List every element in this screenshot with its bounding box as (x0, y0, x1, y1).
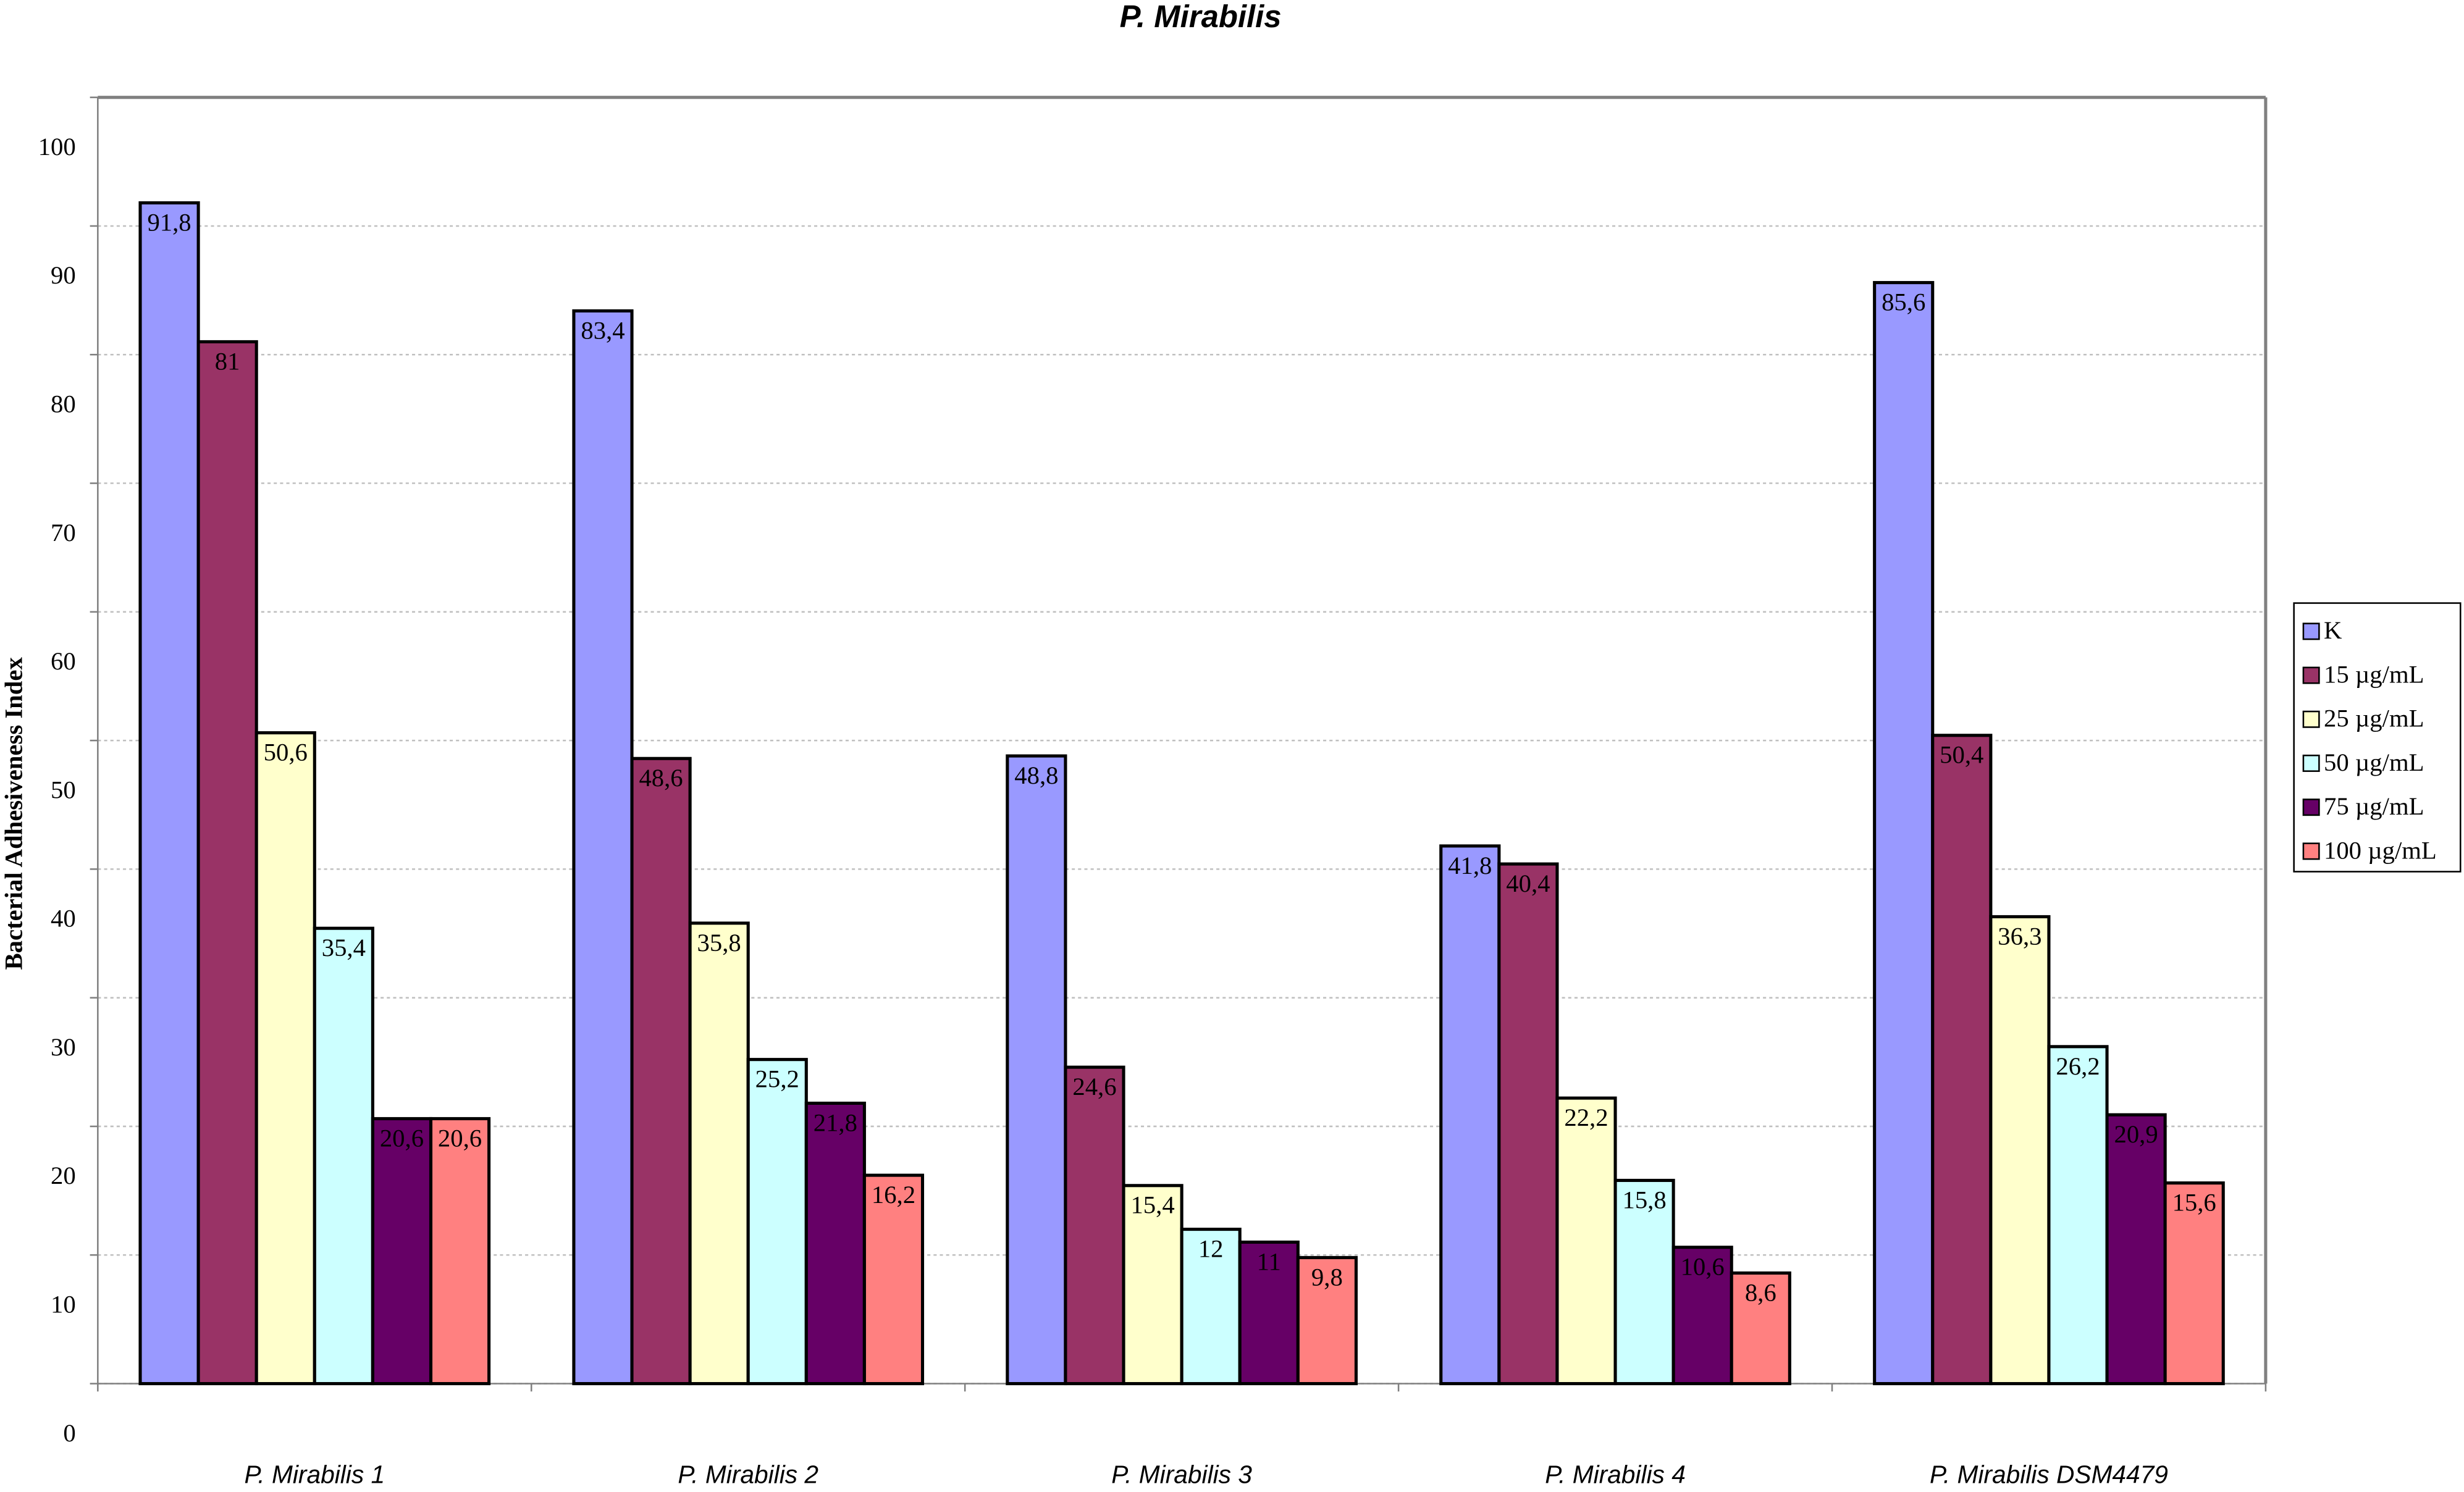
legend-swatch (2302, 754, 2320, 772)
bar (1296, 1255, 1358, 1386)
legend-box (2293, 602, 2462, 873)
bar (746, 1058, 808, 1386)
y-tick-label: 100 (38, 133, 76, 161)
bar (1989, 915, 2051, 1386)
bar (1238, 1240, 1300, 1386)
legend-label: 75 µg/mL (2324, 792, 2424, 820)
value-label: 8,6 (1745, 1278, 1777, 1306)
y-tick-label: 50 (51, 776, 76, 803)
bar (1873, 281, 1935, 1386)
legend-label: 15 µg/mL (2324, 660, 2424, 688)
value-label: 91,8 (147, 208, 191, 236)
legend-swatch (2302, 666, 2320, 684)
bar (1439, 844, 1501, 1386)
legend-swatch (2302, 622, 2320, 640)
value-label: 15,4 (1130, 1191, 1174, 1219)
value-label: 20,9 (2114, 1120, 2158, 1148)
value-label: 16,2 (872, 1181, 915, 1209)
y-tick-label: 10 (51, 1291, 76, 1318)
bar (1064, 1065, 1125, 1386)
legend-label: 25 µg/mL (2324, 705, 2424, 732)
value-label: 35,8 (697, 929, 741, 957)
bar (2105, 1113, 2167, 1386)
value-label: 41,8 (1448, 852, 1492, 879)
value-label: 36,3 (1998, 922, 2041, 950)
y-tick-label: 60 (51, 647, 76, 675)
value-label: 81 (215, 347, 240, 375)
value-label: 20,6 (380, 1124, 424, 1152)
bar (313, 926, 374, 1386)
value-label: 50,4 (1940, 741, 1983, 769)
bar (572, 309, 634, 1386)
x-tick-label: P. Mirabilis 2 (678, 1460, 818, 1488)
bar (254, 731, 316, 1386)
bar (1931, 734, 1993, 1386)
value-label: 50,6 (264, 739, 308, 766)
bar (196, 340, 258, 1386)
bar (1555, 1096, 1617, 1386)
bar (2163, 1181, 2225, 1386)
value-label: 12 (1198, 1235, 1224, 1263)
bar (1180, 1228, 1242, 1386)
value-label: 20,6 (438, 1124, 482, 1152)
bar (1730, 1271, 1791, 1386)
bar (1671, 1246, 1733, 1386)
y-tick-label: 30 (51, 1033, 76, 1061)
y-tick-label: 70 (51, 519, 76, 547)
legend-label: 100 µg/mL (2324, 836, 2437, 864)
bar (688, 921, 750, 1386)
legend-swatch (2302, 842, 2320, 860)
value-label: 83,4 (581, 316, 624, 344)
value-label: 15,8 (1622, 1186, 1666, 1213)
bar (630, 756, 692, 1386)
x-tick-label: P. Mirabilis 4 (1545, 1460, 1686, 1488)
legend-swatch (2302, 710, 2320, 728)
bar (1006, 754, 1067, 1386)
bar (2047, 1045, 2109, 1386)
y-tick-label: 40 (51, 905, 76, 932)
bar (804, 1101, 866, 1386)
chart-title: P. Mirabilis (1120, 0, 1282, 34)
value-label: 85,6 (1882, 288, 1925, 316)
x-tick-label: P. Mirabilis DSM4479 (1930, 1460, 2168, 1488)
y-tick-label: 90 (51, 261, 76, 289)
value-label: 48,8 (1014, 761, 1058, 789)
legend-label: 50 µg/mL (2324, 748, 2424, 776)
legend-label: K (2324, 616, 2342, 644)
value-label: 21,8 (814, 1109, 857, 1136)
value-label: 48,6 (639, 764, 683, 792)
value-label: 40,4 (1506, 870, 1550, 897)
value-label: 26,2 (2056, 1052, 2100, 1080)
value-label: 15,6 (2172, 1189, 2216, 1217)
bar (138, 201, 200, 1386)
bar (1497, 862, 1559, 1386)
legend-swatch (2302, 798, 2320, 816)
bar (429, 1117, 491, 1386)
bar (862, 1173, 925, 1386)
y-axis-title: Bacterial Adhesiveness Index (0, 657, 27, 970)
value-label: 24,6 (1072, 1073, 1116, 1100)
value-label: 11 (1257, 1247, 1281, 1275)
y-tick-label: 80 (51, 390, 76, 418)
bar (371, 1117, 433, 1386)
value-label: 25,2 (755, 1065, 799, 1093)
value-label: 10,6 (1681, 1253, 1725, 1281)
x-tick-label: P. Mirabilis 1 (244, 1460, 385, 1488)
value-label: 22,2 (1564, 1104, 1608, 1131)
y-tick-label: 0 (63, 1419, 75, 1447)
x-tick-label: P. Mirabilis 3 (1111, 1460, 1252, 1488)
value-label: 35,4 (322, 934, 366, 962)
value-label: 9,8 (1311, 1263, 1343, 1291)
y-tick-label: 20 (51, 1162, 76, 1189)
